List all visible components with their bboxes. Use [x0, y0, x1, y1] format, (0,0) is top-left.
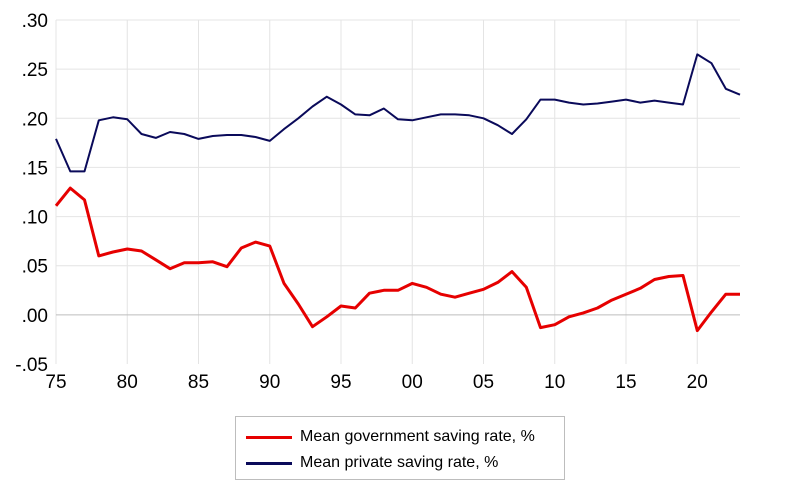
- y-tick-label: .05: [22, 257, 48, 278]
- y-tick-label: .10: [22, 208, 48, 229]
- y-tick-label: .25: [22, 60, 48, 81]
- x-tick-label: 15: [615, 372, 636, 393]
- series-lines: [54, 53, 741, 333]
- y-tick-label: .00: [22, 306, 48, 327]
- y-tick-label: .20: [22, 109, 48, 130]
- legend-item-government: Mean government saving rate, %: [246, 427, 535, 447]
- x-axis-ticks: 75 80 85 90 95 00 05 10 15 20: [45, 372, 707, 393]
- legend-swatch-private: [246, 461, 292, 465]
- y-tick-label: .30: [22, 11, 48, 32]
- chart-legend: Mean government saving rate, % Mean priv…: [235, 416, 565, 480]
- x-tick-label: 95: [330, 372, 351, 393]
- y-tick-label: -.05: [15, 355, 48, 376]
- y-tick-label: .15: [22, 158, 48, 179]
- legend-item-private: Mean private saving rate, %: [246, 453, 498, 473]
- x-tick-label: 20: [687, 372, 708, 393]
- x-tick-label: 00: [402, 372, 423, 393]
- x-tick-label: 85: [188, 372, 209, 393]
- gridlines: [55, 19, 740, 364]
- legend-label-private: Mean private saving rate, %: [300, 454, 499, 471]
- y-axis-ticks: -.05 .00 .05 .10 .15 .20 .25 .30: [15, 11, 48, 376]
- legend-label-government: Mean government saving rate, %: [300, 428, 535, 445]
- x-tick-label: 10: [544, 372, 565, 393]
- x-tick-label: 80: [117, 372, 138, 393]
- x-tick-label: 75: [45, 372, 66, 393]
- x-tick-label: 05: [473, 372, 494, 393]
- legend-swatch-government: [246, 435, 292, 439]
- series-line-government: [54, 186, 740, 333]
- series-line-private: [55, 53, 741, 173]
- x-tick-label: 90: [259, 372, 280, 393]
